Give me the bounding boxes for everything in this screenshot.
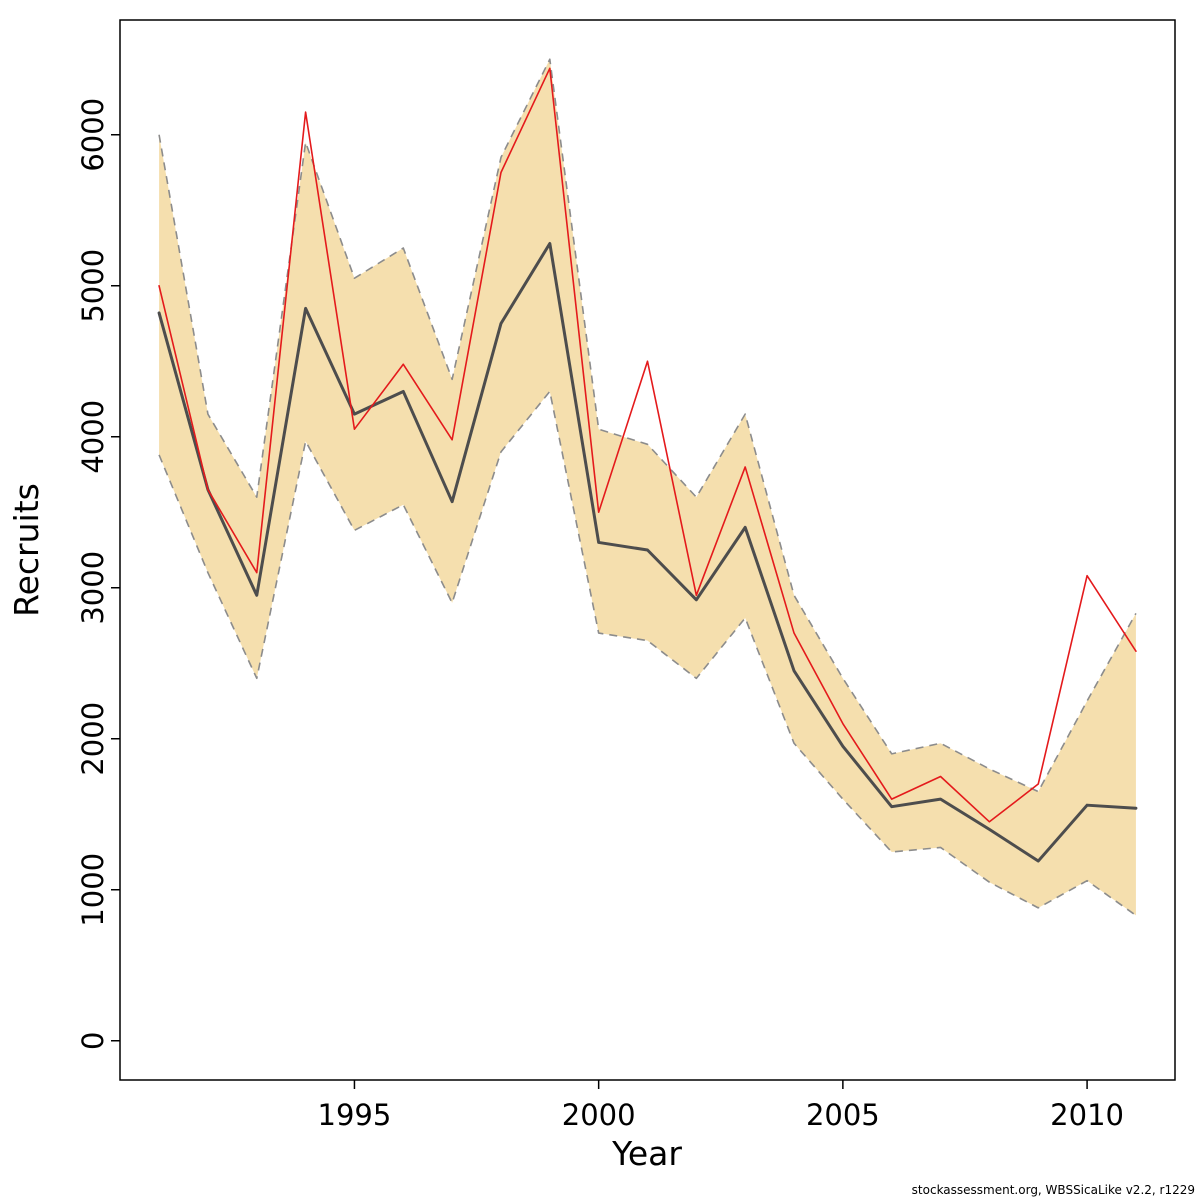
- y-tick-label: 0: [76, 1032, 110, 1050]
- confidence-band: [159, 59, 1136, 916]
- plot-layer: 1995 2000 2005 2010 0 1000 2000 3000 4000 5000 600…: [76, 19, 1176, 1132]
- y-tick-label: 4000: [76, 400, 110, 474]
- footer-credit: stockassessment.org, WBSSicaLike v2.2, r…: [912, 1183, 1195, 1197]
- y-tick-label: 3000: [76, 551, 110, 625]
- y-tick-label: 2000: [76, 702, 110, 776]
- x-tick-label: 2000: [562, 1098, 636, 1132]
- plot-border: [119, 19, 1176, 1081]
- y-axis-label: Recruits: [7, 483, 46, 617]
- x-tick-label: 1995: [318, 1098, 392, 1132]
- confidence-band-upper-edge: [158, 58, 1137, 793]
- y-tick-label: 6000: [76, 98, 110, 172]
- x-tick-label: 2010: [1050, 1098, 1124, 1132]
- series-estimate-line: [157, 241, 1138, 863]
- x-tick-label: 2005: [806, 1098, 880, 1132]
- confidence-band-lower-edge: [158, 390, 1137, 917]
- y-tick-label: 1000: [76, 853, 110, 927]
- series-observed-line: [158, 67, 1137, 823]
- x-axis-label: Year: [611, 1134, 682, 1173]
- y-tick-label: 5000: [76, 249, 110, 323]
